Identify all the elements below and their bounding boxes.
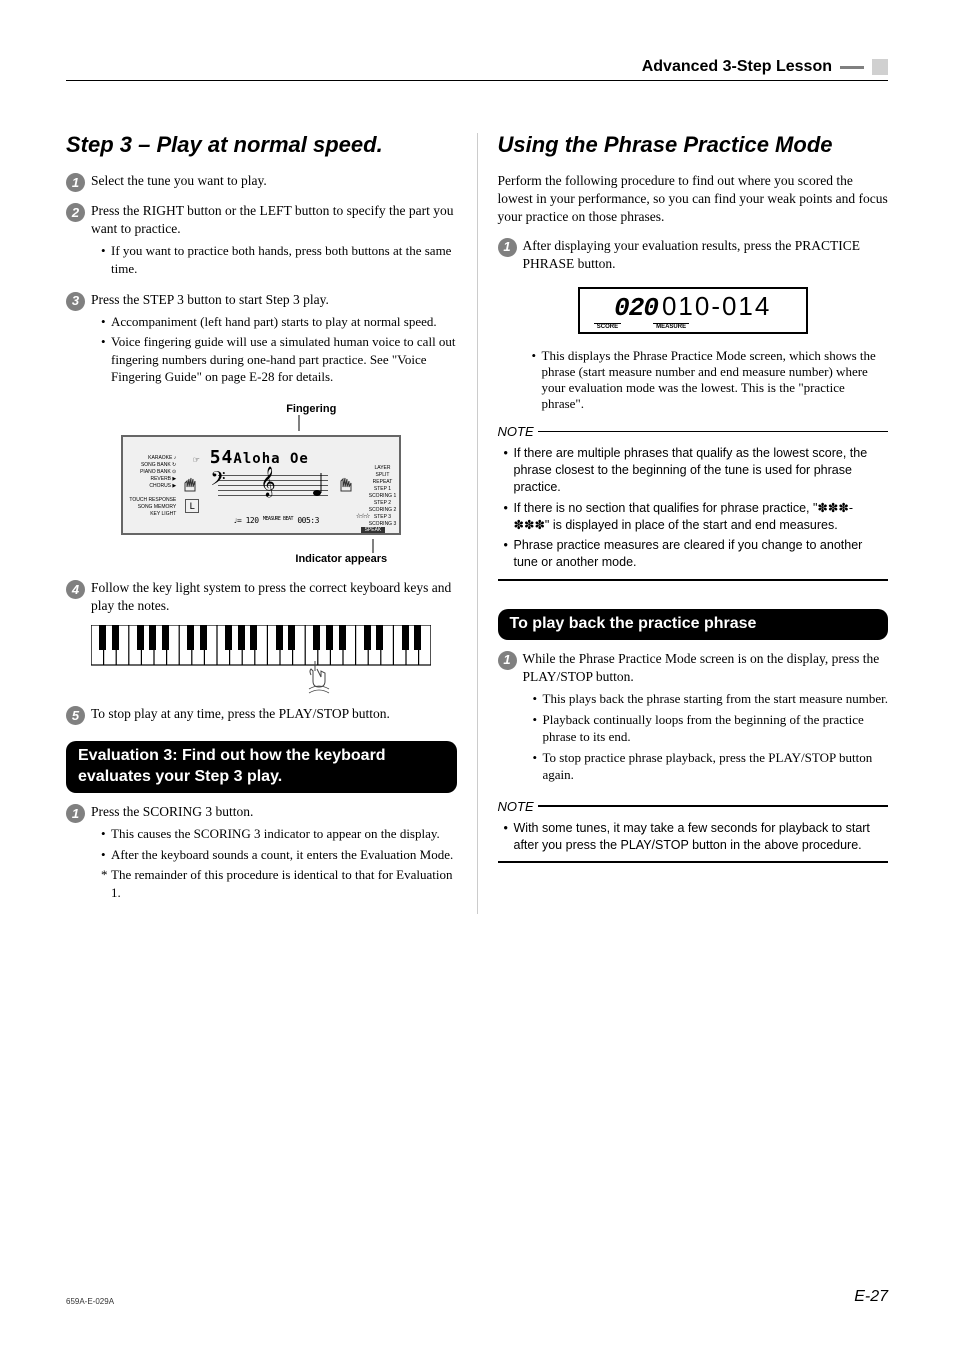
note-2-end xyxy=(498,861,889,863)
step-1-text: Select the tune you want to play. xyxy=(91,172,457,190)
right-step-1-b1: This displays the Phrase Practice Mode s… xyxy=(532,348,889,412)
left-hand-icon xyxy=(181,473,205,497)
step-badge-3: 3 xyxy=(66,292,85,311)
step-badge-2: 2 xyxy=(66,203,85,222)
lcd-figure: Fingering KARAOKE ♪ SONG BANK ↻ PIANO BA… xyxy=(66,403,457,565)
left-column: Step 3 – Play at normal speed. 1 Select … xyxy=(66,118,457,914)
note-1-end xyxy=(498,579,889,581)
eval-badge-1: 1 xyxy=(66,804,85,823)
note-2-b1: With some tunes, it may take a few secon… xyxy=(502,820,889,854)
right-heading: Using the Phrase Practice Mode xyxy=(498,132,889,158)
playback-heading: To play back the practice phrase xyxy=(498,609,889,640)
main-columns: Step 3 – Play at normal speed. 1 Select … xyxy=(66,118,888,914)
eval-1-b3: The remainder of this procedure is ident… xyxy=(101,866,457,901)
decor-square xyxy=(872,59,888,75)
speak-label: SPEAK xyxy=(361,527,386,533)
step-4: 4 Follow the key light system to press t… xyxy=(66,579,457,615)
left-heading: Step 3 – Play at normal speed. xyxy=(66,132,457,158)
eval-1-text: Press the SCORING 3 button. xyxy=(91,804,253,819)
lcd-panel: KARAOKE ♪ SONG BANK ↻ PIANO BANK ⊙ REVER… xyxy=(121,435,401,535)
score-seg: 020 xyxy=(614,293,658,323)
page-header: Advanced 3-Step Lesson xyxy=(66,58,888,81)
right-column: Using the Phrase Practice Mode Perform t… xyxy=(498,118,889,914)
play-1-text: While the Phrase Practice Mode screen is… xyxy=(523,651,880,684)
right-step-1-text: After displaying your evaluation results… xyxy=(523,237,889,273)
right-hand-icon xyxy=(337,473,361,497)
lcd-left-labels: KARAOKE ♪ SONG BANK ↻ PIANO BANK ⊙ REVER… xyxy=(126,455,176,518)
eval-step-1: 1 Press the SCORING 3 button. This cause… xyxy=(66,803,457,904)
step-badge-1: 1 xyxy=(66,173,85,192)
step-1: 1 Select the tune you want to play. xyxy=(66,172,457,192)
score-measures: 010-014 xyxy=(662,291,771,322)
piano-figure xyxy=(91,625,431,697)
play-1-b2: Playback continually loops from the begi… xyxy=(533,711,889,746)
step-3-bullet-1: Accompaniment (left hand part) starts to… xyxy=(101,313,457,331)
right-step-1: 1 After displaying your evaluation resul… xyxy=(498,237,889,273)
score-label: SCORE xyxy=(594,323,621,330)
play-1-b1: This plays back the phrase starting from… xyxy=(533,690,889,708)
decor-dash xyxy=(840,66,864,69)
lcd-l-box: L xyxy=(185,499,199,513)
step-4-text: Follow the key light system to press the… xyxy=(91,579,457,615)
note-1-list: If there are multiple phrases that quali… xyxy=(498,445,889,571)
step-3: 3 Press the STEP 3 button to start Step … xyxy=(66,291,457,389)
evaluation-heading: Evaluation 3: Find out how the keyboard … xyxy=(66,741,457,793)
eval-1-b1: This causes the SCORING 3 indicator to a… xyxy=(101,825,457,843)
play-badge-1: 1 xyxy=(498,651,517,670)
step-badge-4: 4 xyxy=(66,580,85,599)
step-5: 5 To stop play at any time, press the PL… xyxy=(66,705,457,725)
step-badge-5: 5 xyxy=(66,706,85,725)
step-5-text: To stop play at any time, press the PLAY… xyxy=(91,705,457,723)
step-3-bullet-2: Voice fingering guide will use a simulat… xyxy=(101,333,457,386)
note-1-b3: Phrase practice measures are cleared if … xyxy=(502,537,889,571)
right-intro: Perform the following procedure to find … xyxy=(498,172,889,227)
indicator-label: Indicator appears xyxy=(226,553,457,565)
header-title: Advanced 3-Step Lesson xyxy=(642,58,832,76)
lcd-stars: ☆☆☆ xyxy=(356,511,369,521)
staff: 𝄢 𝄞 xyxy=(218,475,328,515)
step-2-bullet-1: If you want to practice both hands, pres… xyxy=(101,242,457,277)
note-1-b1: If there are multiple phrases that quali… xyxy=(502,445,889,496)
footer-code: 659A-E-029A xyxy=(66,1297,114,1306)
lcd-right-labels: LAYER SPLIT REPEAT STEP 1 SCORING 1 STEP… xyxy=(369,465,397,528)
step-2-text: Press the RIGHT button or the LEFT butto… xyxy=(91,203,453,236)
step-2: 2 Press the RIGHT button or the LEFT but… xyxy=(66,202,457,281)
right-badge-1: 1 xyxy=(498,238,517,257)
play-step-1: 1 While the Phrase Practice Mode screen … xyxy=(498,650,889,787)
eval-1-b2: After the keyboard sounds a count, it en… xyxy=(101,846,457,864)
page-footer: 659A-E-029A E-27 xyxy=(66,1288,888,1306)
page-number: E-27 xyxy=(854,1288,888,1306)
tempo-measure: ♩♩= 120= 120 MEASURE BEAT 005:3 xyxy=(233,516,319,525)
column-divider xyxy=(477,133,478,914)
fingering-label: Fingering xyxy=(166,403,457,415)
note-2-list: With some tunes, it may take a few secon… xyxy=(498,820,889,854)
note-1-b2: If there is no section that qualifies fo… xyxy=(502,500,889,534)
note-1-header: NOTE xyxy=(498,424,889,439)
note-2-header: NOTE xyxy=(498,799,889,814)
play-1-b3: To stop practice phrase playback, press … xyxy=(533,749,889,784)
score-display: 020 010-014 SCORE MEASURE xyxy=(578,287,808,334)
lcd-song-display: ☞ 54Aloha Oe xyxy=(193,447,309,468)
measure-label: MEASURE xyxy=(653,323,689,330)
step-3-text: Press the STEP 3 button to start Step 3 … xyxy=(91,292,329,307)
